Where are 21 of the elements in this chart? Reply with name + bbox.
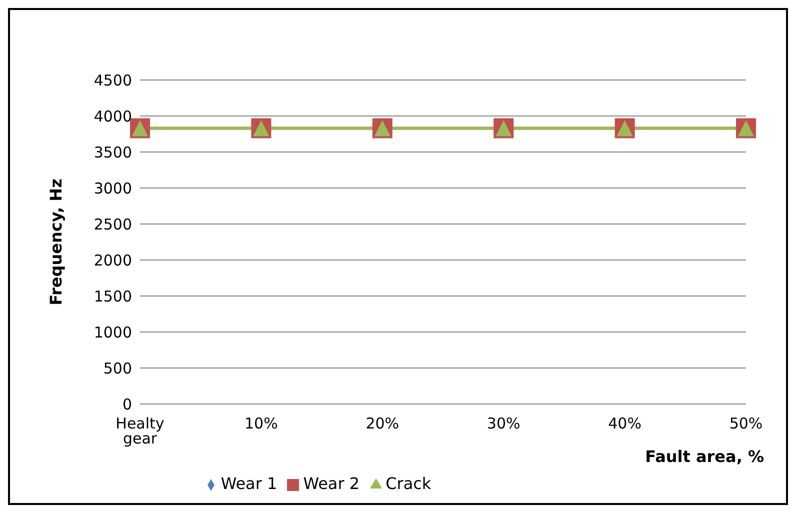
y-tick-label: 1500 — [94, 287, 132, 306]
x-axis-title: Fault area, % — [645, 447, 764, 466]
legend-label: Wear 2 — [303, 474, 360, 493]
y-tick-label: 2000 — [94, 251, 132, 270]
y-tick-label: 3000 — [94, 179, 132, 198]
y-tick-label: 4500 — [94, 71, 132, 90]
x-tick-label: 40% — [608, 414, 642, 433]
x-tick-label: 20% — [366, 414, 400, 433]
y-tick-label: 1000 — [94, 323, 132, 342]
y-axis-title: Frequency, Hz — [46, 178, 66, 306]
y-tick-label: 2500 — [94, 215, 132, 234]
legend-label: Crack — [386, 474, 432, 493]
y-tick-label: 4000 — [94, 107, 132, 126]
y-tick-label: 0 — [122, 395, 132, 414]
x-tick-label: 10% — [244, 414, 278, 433]
x-tick-label: 50% — [729, 414, 763, 433]
y-tick-label: 3500 — [94, 143, 132, 162]
y-tick-label: 500 — [103, 359, 132, 378]
legend-label: Wear 1 — [220, 474, 278, 493]
x-tick-label: Healty gear — [116, 414, 164, 448]
x-tick-label: 30% — [486, 414, 520, 433]
